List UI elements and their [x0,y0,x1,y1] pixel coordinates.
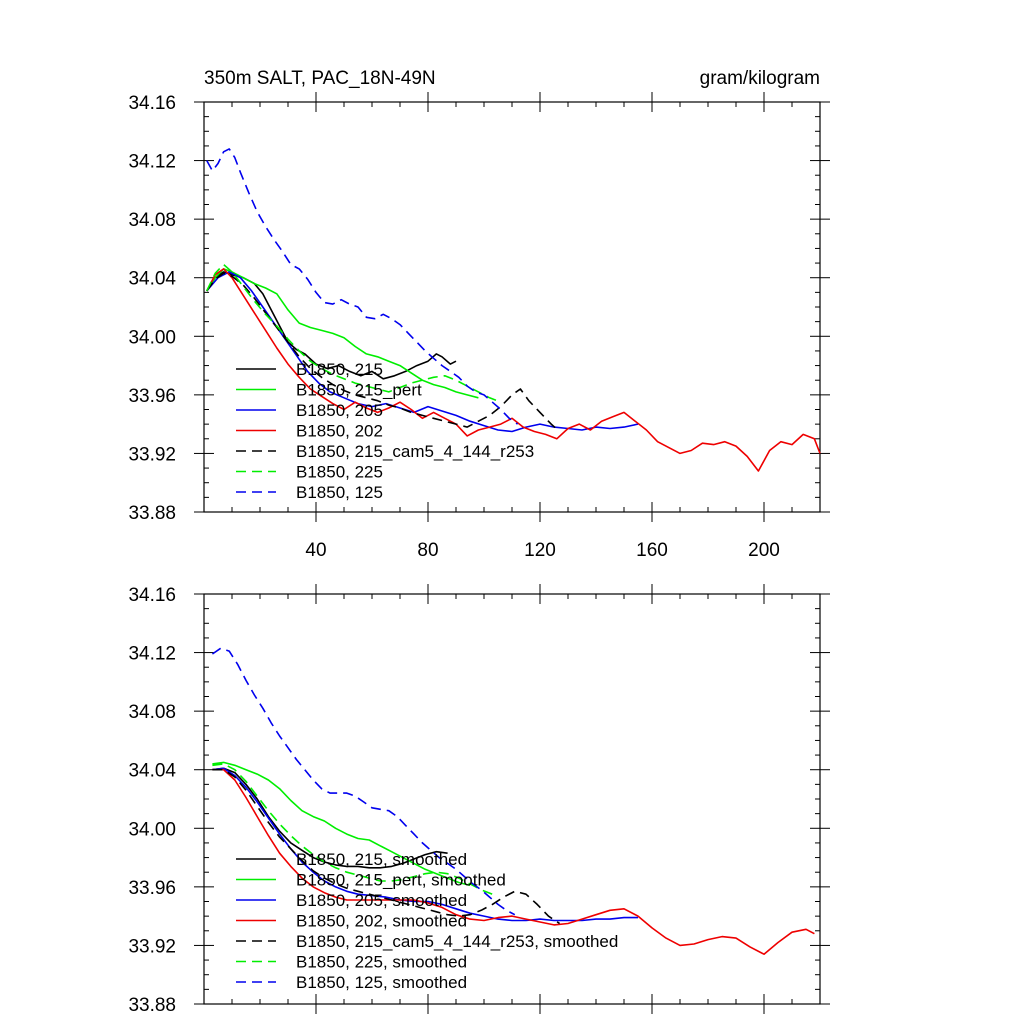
bottom-panel-axes: 33.88 33.92 33.96 34.00 34.04 34.08 34.12 34.16 [128,584,830,1016]
x-tick-label: 80 [417,540,438,561]
bottom-panel: 33.88 33.92 33.96 34.00 34.04 34.08 34.12 34.16… [128,584,830,1016]
legend-label: B1850, 205 [296,401,383,420]
legend-label: B1850, 225 [296,463,383,482]
units-label: gram/kilogram [700,68,820,89]
series-line [206,263,502,403]
top-panel: 350m SALT, PAC_18N-49N gram/kilogram 40 8… [128,68,830,561]
legend-label: B1850, 215_cam5_4_144_r253 [296,442,534,461]
series-line [206,268,479,399]
legend-label: B1850, 215 [296,360,383,379]
y-tick-label: 33.92 [128,936,176,957]
y-tick-label: 33.92 [128,444,176,465]
series-line [206,268,821,472]
top-panel-axes: 40 80 120 160 200 33.88 33.92 33.96 34.00 34.04 34… [128,92,830,561]
y-tick-label: 34.08 [128,702,176,723]
series-line [212,768,561,925]
y-tick-label: 34.00 [128,819,176,840]
y-tick-label: 34.16 [128,585,176,606]
legend-label: B1850, 125 [296,483,383,502]
series-line [206,271,639,433]
y-tick-label: 34.04 [128,761,176,782]
series-line [211,647,516,916]
y-tick-label: 33.96 [128,386,176,407]
x-tick-label: 160 [636,540,668,561]
bottom-panel-series [211,647,815,956]
y-tick-label: 34.16 [128,93,176,114]
legend-label: B1850, 202, smoothed [296,912,467,931]
bottom-panel-legend: B1850, 215, smoothed B1850, 215_pert, smo… [236,850,618,992]
x-tick-label: 200 [748,540,780,561]
y-tick-label: 33.88 [128,995,176,1016]
legend-label: B1850, 215_cam5_4_144_r253, smoothed [296,932,618,951]
x-tick-label: 40 [305,540,326,561]
series-line [212,763,493,895]
legend-label: B1850, 125, smoothed [296,973,467,992]
y-tick-label: 33.96 [128,878,176,899]
y-tick-label: 34.12 [128,152,176,173]
series-line [212,768,815,956]
legend-label: B1850, 225, smoothed [296,953,467,972]
legend-label: B1850, 215_pert, smoothed [296,871,506,890]
x-tick-label: 120 [524,540,556,561]
legend-label: B1850, 205, smoothed [296,891,467,910]
y-tick-label: 34.08 [128,210,176,231]
series-line [212,761,471,887]
y-tick-label: 34.04 [128,269,176,290]
top-panel-series [206,148,821,472]
y-tick-label: 34.00 [128,327,176,348]
legend-label: B1850, 202 [296,422,383,441]
legend-label: B1850, 215_pert [296,381,422,400]
y-tick-label: 33.88 [128,503,176,524]
legend-label: B1850, 215, smoothed [296,850,467,869]
y-tick-label: 34.12 [128,644,176,665]
series-line [206,272,561,433]
chart-title: 350m SALT, PAC_18N-49N [204,68,436,89]
